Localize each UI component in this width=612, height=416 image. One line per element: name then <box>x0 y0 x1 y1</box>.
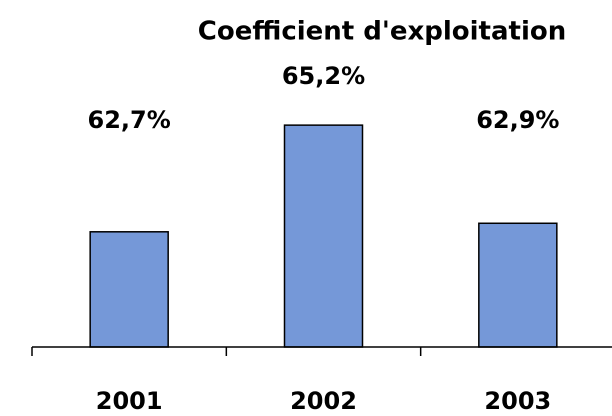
bar <box>283 124 364 348</box>
value-label: 65,2% <box>282 62 365 90</box>
bar <box>478 222 558 348</box>
x-tick-label: 2001 <box>96 387 163 415</box>
chart-title: Coefficient d'exploitation <box>198 17 566 47</box>
value-label: 62,7% <box>88 106 171 134</box>
x-tick-label: 2003 <box>484 387 551 415</box>
value-label: 62,9% <box>476 106 559 134</box>
bar <box>89 231 169 348</box>
x-tick-label: 2002 <box>290 387 357 415</box>
